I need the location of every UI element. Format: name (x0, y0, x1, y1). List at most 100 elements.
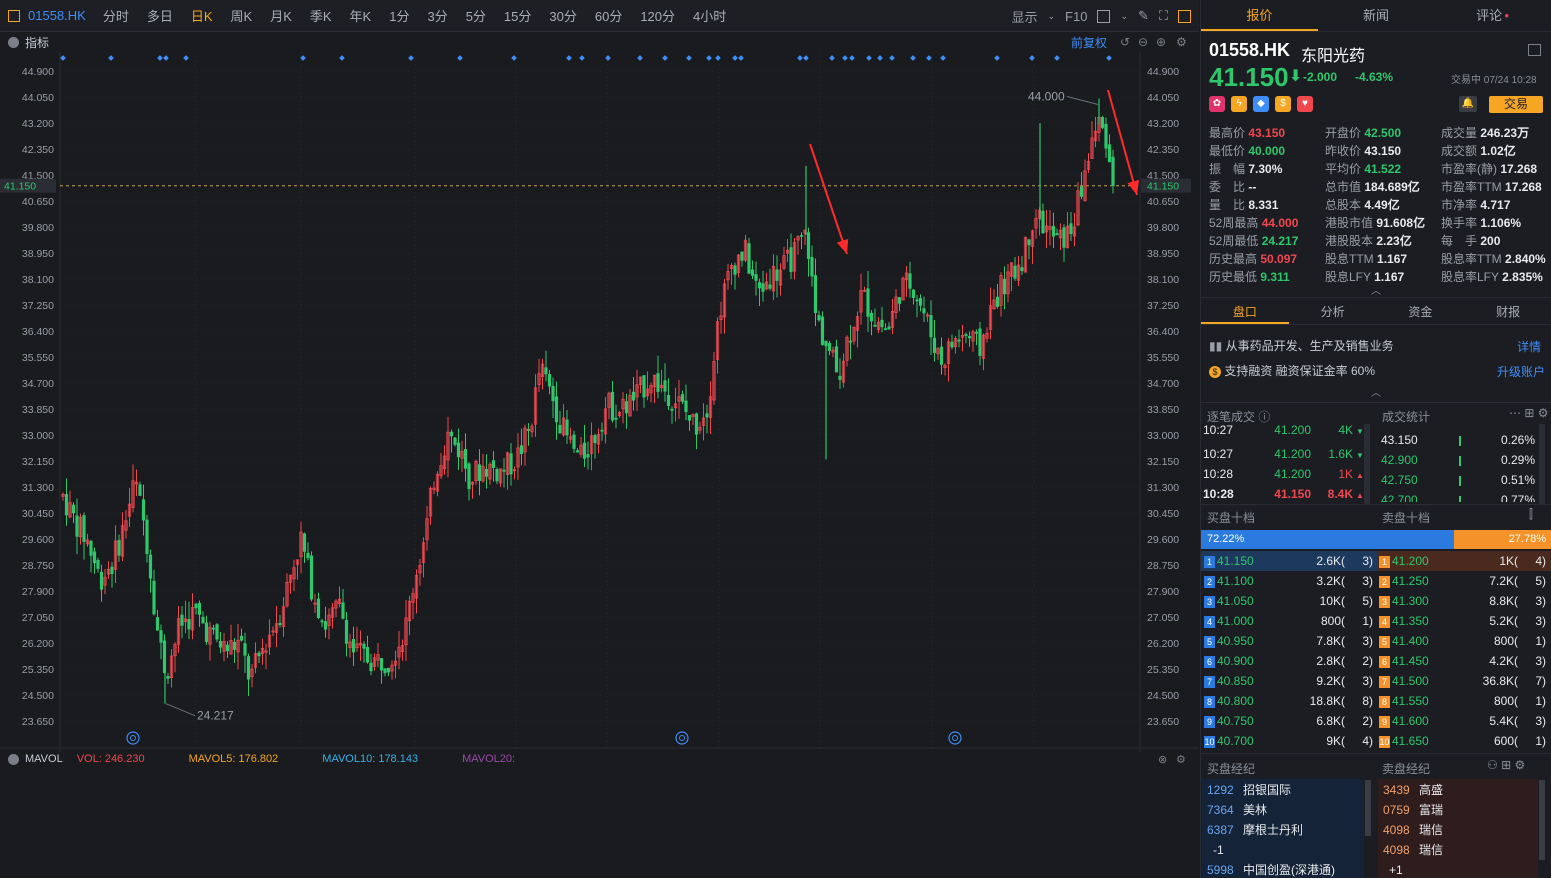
ask-row[interactable]: 10 41.650 600(1) (1377, 731, 1551, 751)
stats-scrollbar[interactable] (1539, 424, 1545, 504)
gear-icon[interactable]: ⚙ (1176, 753, 1186, 766)
buy-broker-row[interactable]: 1292 招银国际 (1207, 780, 1367, 800)
bid-row[interactable]: 6 40.900 2.8K(2) (1201, 651, 1377, 671)
chevron-down-icon[interactable]: ⌄ (1120, 10, 1128, 21)
buy-broker-row[interactable]: -1 (1207, 840, 1367, 860)
display-menu[interactable]: 显示 (1011, 9, 1038, 25)
ask-row[interactable]: 1 41.200 1K(4) (1377, 551, 1551, 571)
sell-broker-row[interactable]: 0759 富瑞 (1383, 800, 1533, 820)
heart-icon[interactable]: ♥ (1297, 96, 1313, 112)
globe-icon[interactable] (948, 731, 962, 745)
period-tab[interactable]: 月K (270, 9, 292, 24)
period-tab[interactable]: 15分 (503, 9, 532, 24)
gear-icon[interactable]: ⚙ (1176, 35, 1187, 49)
period-tab[interactable]: 日K (190, 9, 213, 24)
fullscreen-icon[interactable]: ⛶ (1158, 8, 1168, 23)
tab-comments[interactable]: 评论 ● (1476, 8, 1510, 23)
buy-broker-row[interactable]: 7364 美林 (1207, 800, 1367, 820)
period-tab[interactable]: 30分 (549, 9, 577, 24)
minus-circle-icon[interactable]: ⊖ (1138, 35, 1149, 49)
sell-broker-row[interactable]: +1 (1383, 860, 1533, 878)
toggle-icon[interactable]: ⫿ (1529, 507, 1533, 521)
trade-button[interactable]: 交易 (1489, 96, 1543, 113)
tab-news[interactable]: 新闻 (1363, 8, 1390, 23)
period-tab[interactable]: 季K (309, 9, 332, 24)
ask-row[interactable]: 3 41.300 8.8K(3) (1377, 591, 1551, 611)
chevron-up-icon[interactable]: ︿ (1371, 286, 1381, 297)
period-tab[interactable]: 周K (230, 9, 253, 24)
period-tab[interactable]: 4小时 (693, 9, 727, 24)
adjust-button[interactable]: 前复权 (1071, 35, 1108, 50)
period-tab[interactable]: 60分 (594, 9, 623, 24)
tab-financials[interactable]: 财报 (1496, 305, 1521, 319)
menu-icon[interactable] (1528, 44, 1541, 56)
tab-analysis[interactable]: 分析 (1320, 305, 1345, 319)
tab-quote[interactable]: 报价 (1201, 0, 1318, 31)
sell-broker-row[interactable]: 3439 高盛 (1383, 780, 1533, 800)
tab-capital[interactable]: 资金 (1408, 305, 1433, 319)
bid-row[interactable]: 2 41.100 3.2K(3) (1201, 571, 1377, 591)
bid-row[interactable]: 9 40.750 6.8K(2) (1201, 711, 1377, 731)
bell-icon[interactable]: 🔔 (1459, 96, 1477, 112)
period-tab[interactable]: 1分 (389, 9, 410, 24)
sell-broker-row[interactable]: 4098 瑞信 (1383, 840, 1533, 860)
ask-row[interactable]: 4 41.350 5.2K(3) (1377, 611, 1551, 631)
globe-icon[interactable] (126, 731, 140, 745)
mavol-label[interactable]: MAVOL (25, 753, 63, 765)
chevron-down-icon[interactable]: ⌄ (1047, 10, 1056, 21)
bid-row[interactable]: 5 40.950 7.8K(3) (1201, 631, 1377, 651)
broker-scrollbar[interactable] (1539, 780, 1545, 860)
ticks-scrollbar[interactable] (1364, 424, 1370, 504)
f10-button[interactable]: F10 (1065, 8, 1088, 24)
gear-icon[interactable]: ⚙ (1514, 758, 1526, 772)
period-tab[interactable]: 分时 (102, 9, 129, 24)
more-icon[interactable]: ⋯ (1509, 406, 1521, 420)
layout-icon[interactable] (8, 9, 20, 22)
bid-row[interactable]: 4 41.000 800(1) (1201, 611, 1377, 631)
period-tab[interactable]: 3分 (427, 9, 448, 24)
tag-icon[interactable]: ◆ (1253, 96, 1269, 112)
settings-icon[interactable]: ⚙ (1537, 406, 1549, 420)
bid-row[interactable]: 7 40.850 9.2K(3) (1201, 671, 1377, 691)
bid-row[interactable]: 10 40.700 9K(4) (1201, 731, 1377, 751)
panel-toggle-icon[interactable] (1178, 9, 1191, 23)
bid-row[interactable]: 8 40.800 18.8K(8) (1201, 691, 1377, 711)
buy-broker-row[interactable]: 6387 摩根士丹利 (1207, 820, 1367, 840)
symbol-label[interactable]: 01558.HK (28, 8, 86, 23)
checkbox-icon[interactable] (1097, 9, 1111, 23)
undo-icon[interactable]: ↺ (1120, 35, 1131, 49)
collapse-icon[interactable] (8, 36, 19, 48)
tab-orderbook[interactable]: 盘口 (1201, 298, 1289, 324)
chevron-up-icon[interactable]: ︿ (1371, 388, 1381, 399)
e-icon[interactable] (675, 731, 689, 745)
ask-row[interactable]: 8 41.550 800(1) (1377, 691, 1551, 711)
upgrade-link[interactable]: 升级账户 (1497, 365, 1546, 379)
collapse-icon[interactable] (8, 753, 19, 765)
period-tab[interactable]: 年K (349, 9, 372, 24)
period-tab[interactable]: 多日 (146, 9, 173, 24)
ask-row[interactable]: 5 41.400 800(1) (1377, 631, 1551, 651)
ask-row[interactable]: 6 41.450 4.2K(3) (1377, 651, 1551, 671)
kline-chart[interactable]: 44.900 44.900 44.050 44.050 43.200 43.200 42.3… (0, 52, 1199, 752)
ask-row[interactable]: 2 41.250 7.2K(5) (1377, 571, 1551, 591)
pencil-icon[interactable]: ✎ (1137, 8, 1149, 23)
bid-row[interactable]: 1 41.150 2.6K(3) (1201, 551, 1377, 571)
broker-scrollbar[interactable] (1365, 780, 1371, 836)
plus-circle-icon[interactable]: ⊕ (1156, 35, 1167, 49)
detail-link[interactable]: 详情 (1517, 340, 1542, 354)
user-icon[interactable]: ⚇ (1487, 758, 1498, 772)
period-tab[interactable]: 5分 (465, 9, 486, 24)
grid-icon[interactable]: ⊞ (1501, 758, 1512, 772)
hk-flag-icon[interactable]: ✿ (1209, 96, 1225, 112)
buy-broker-row[interactable]: 5998 中国创盈(深港通) (1207, 860, 1367, 878)
bid-row[interactable]: 3 41.050 10K(5) (1201, 591, 1377, 611)
period-tab[interactable]: 120分 (640, 9, 676, 24)
ask-row[interactable]: 9 41.600 5.4K(3) (1377, 711, 1551, 731)
close-icon[interactable]: ⊗ (1158, 753, 1168, 766)
indicator-label[interactable]: 指标 (25, 35, 50, 50)
sell-broker-row[interactable]: 4098 瑞信 (1383, 820, 1533, 840)
dollar-icon[interactable]: $ (1275, 96, 1291, 112)
grid-icon[interactable]: ⊞ (1524, 406, 1535, 420)
lightning-icon[interactable]: ϟ (1231, 96, 1247, 112)
ask-row[interactable]: 7 41.500 36.8K(7) (1377, 671, 1551, 691)
